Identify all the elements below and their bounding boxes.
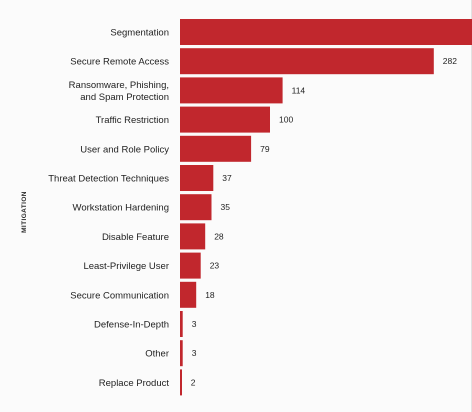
bar-6	[180, 194, 212, 221]
category-label-line: Defense-In-Depth	[94, 320, 169, 331]
category-label: Disable Feature	[102, 232, 169, 243]
category-label: Ransomware, Phishing, and Spam Protection	[69, 80, 169, 103]
value-label: 23	[210, 261, 220, 271]
bar-2	[180, 77, 283, 104]
category-label-line: Other	[145, 349, 169, 360]
bar-8	[180, 252, 201, 279]
category-label: Least-Privilege User	[83, 261, 169, 272]
category-label-line: Threat Detection Techniques	[48, 174, 169, 185]
category-label-line: Least-Privilege User	[83, 261, 169, 272]
category-label-line: Secure Communication	[70, 290, 169, 301]
category-label: Defense-In-Depth	[94, 320, 169, 331]
category-label: Secure Remote Access	[70, 57, 169, 68]
value-label: 79	[260, 144, 270, 154]
bar-10	[180, 311, 183, 337]
category-label-line: User and Role Policy	[80, 144, 169, 155]
value-label: 28	[214, 231, 224, 241]
category-label-line: Secure Remote Access	[70, 57, 169, 68]
value-label: 282	[443, 56, 457, 66]
category-label: User and Role Policy	[80, 144, 169, 155]
category-label-line: Ransomware, Phishing,	[69, 80, 169, 91]
bar-3	[180, 106, 270, 133]
category-label: Secure Communication	[70, 290, 169, 301]
value-label: 2	[191, 377, 196, 387]
category-label-line: Workstation Hardening	[73, 203, 169, 214]
category-label-line: Segmentation	[110, 28, 169, 39]
y-axis-title: MITIGATION	[21, 191, 28, 233]
value-label: 37	[222, 173, 232, 183]
value-label: 18	[205, 290, 215, 300]
category-label-line: Traffic Restriction	[96, 115, 169, 126]
value-label: 3	[192, 319, 197, 329]
category-label: Traffic Restriction	[96, 115, 169, 126]
bar-1	[180, 48, 434, 75]
bar-9	[180, 281, 197, 308]
bar-11	[180, 340, 183, 367]
bar-0	[180, 19, 472, 45]
category-label-line: Replace Product	[99, 378, 170, 389]
category-label: Segmentation	[110, 28, 169, 39]
value-label: 35	[221, 202, 231, 212]
category-label-line: and Spam Protection	[80, 92, 169, 103]
bar-7	[180, 223, 206, 250]
bar-5	[180, 165, 214, 191]
category-label: Threat Detection Techniques	[48, 174, 169, 185]
bar-12	[180, 369, 182, 396]
category-label-line: Disable Feature	[102, 232, 169, 243]
value-label: 3	[192, 348, 197, 358]
value-label: 100	[279, 115, 293, 125]
value-label: 114	[292, 85, 306, 95]
category-label: Other	[145, 349, 169, 360]
category-label: Replace Product	[99, 378, 170, 389]
category-label: Workstation Hardening	[73, 203, 169, 214]
bar-4	[180, 135, 252, 162]
